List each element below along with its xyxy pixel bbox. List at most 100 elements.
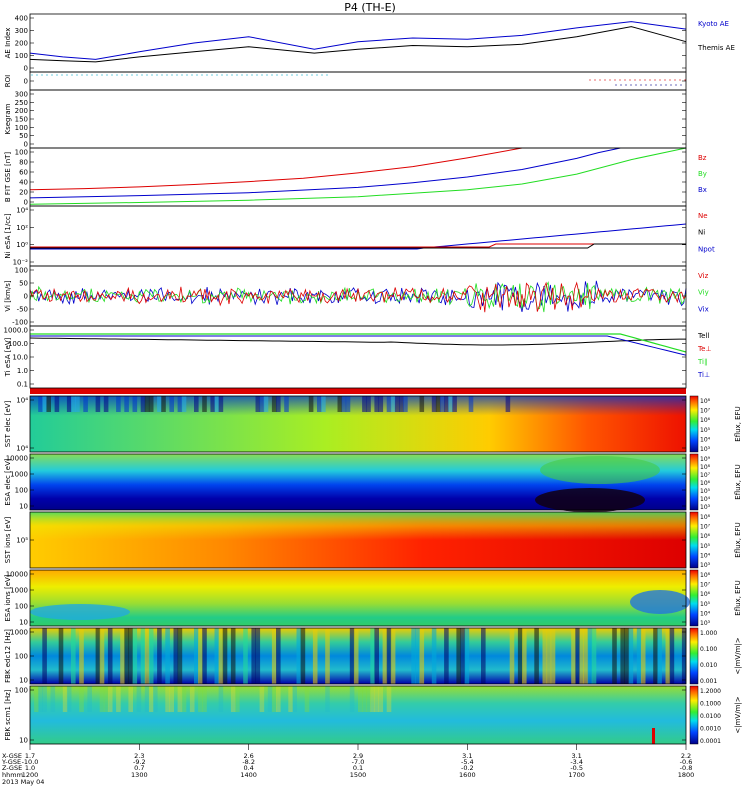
ytick-label: -100 (12, 319, 28, 327)
cbar-tick: 0.100 (700, 646, 717, 653)
spectrogram-stripe (362, 396, 367, 412)
spectrogram-stripe (542, 628, 548, 684)
footer-tick-z: 1.0 (25, 764, 35, 772)
spectrogram-stripe (366, 396, 371, 412)
cbar-tick: 10⁴ (700, 610, 711, 617)
footer-date: 2013 May 04 (2, 778, 44, 786)
ytick-label: 100 (15, 603, 28, 611)
spectrogram-stripe (349, 686, 355, 712)
roi-mark (261, 74, 263, 76)
spectrogram-stripe (321, 396, 326, 412)
spectrogram-stripe (144, 628, 150, 684)
footer-tick-y: -9.2 (133, 758, 146, 766)
footer-tick-z: -0.5 (570, 764, 583, 772)
spectrogram-stripe (173, 628, 179, 684)
spectrogram-stripe (665, 628, 671, 684)
spectrogram-stripe (148, 686, 154, 712)
ylabel-ti: Ti eSA [eV] (4, 337, 12, 377)
spectrogram-stripe (42, 686, 47, 712)
roi-mark (231, 74, 233, 76)
roi-mark (216, 74, 218, 76)
roi-mark (615, 84, 617, 86)
roi-mark (594, 79, 596, 81)
roi-mark (51, 74, 53, 76)
spectrogram-stripe (337, 396, 343, 412)
roi-mark (61, 74, 63, 76)
spectrogram-stripe (235, 686, 240, 712)
roi-mark (71, 74, 73, 76)
roi-mark (649, 79, 651, 81)
footer-row-label: Y-GSE (1, 758, 21, 766)
roi-mark (630, 84, 632, 86)
spectrogram-stripe (38, 396, 43, 412)
cbar-tick: 10⁶ (700, 533, 711, 540)
spectrogram-stripe (263, 396, 269, 412)
spectrogram-stripe (624, 628, 630, 684)
spectrogram-stripe (374, 396, 379, 412)
spectrogram-stripe (296, 628, 302, 684)
footer-tick-y: -3.4 (570, 758, 583, 766)
spectrogram-stripe (107, 686, 113, 712)
colorbar-sst-e (689, 395, 699, 453)
roi-mark (81, 74, 83, 76)
spectrogram-stripe (202, 686, 207, 712)
ytick-label: 50 (19, 132, 28, 140)
spectrogram-stripe (587, 628, 593, 684)
spectrogram-stripe (390, 396, 396, 412)
spectrogram-stripe (435, 396, 441, 412)
cbar-tick: 0.001 (700, 678, 717, 685)
spectrogram-stripe (411, 628, 416, 684)
cbar-tick: 10⁵ (700, 488, 711, 495)
legend-bfit-0: Bz (698, 154, 707, 162)
spectrogram-stripe (276, 686, 281, 712)
cbar-tick: 10⁸ (700, 514, 711, 521)
spectrogram-stripe (431, 396, 437, 412)
spectrogram-stripe (390, 628, 396, 684)
footer-row-label: hhmm (2, 771, 23, 779)
ylabel-fbk-s: FBK scm1 [Hz] (4, 689, 12, 740)
spectrogram-stripe (300, 628, 306, 684)
colorbar-sst-i (689, 511, 699, 569)
spectrogram-stripe (181, 396, 187, 412)
esa-ions-blue-region (30, 604, 130, 620)
roi-mark (680, 84, 682, 86)
ytick-label: 250 (15, 99, 28, 107)
spectrogram-stripe (222, 628, 228, 684)
cbar-label-fbk-e: <|mV/m|> (734, 637, 742, 674)
legend-ae-0: Kyoto AE (698, 20, 729, 28)
roi-mark (276, 74, 278, 76)
legend-ni-1: Ni (698, 229, 705, 237)
spectrogram-stripe (255, 396, 261, 412)
spectrogram-stripe (374, 628, 379, 684)
roi-mark (619, 79, 621, 81)
spectrogram-stripe (288, 686, 293, 712)
spectrogram-stripe (144, 686, 150, 712)
ytick-label: 100 (15, 267, 28, 275)
footer-tick-x: 2.6 (243, 752, 253, 760)
roi-mark (301, 74, 303, 76)
sst-ions-spectrogram-shade (30, 512, 686, 568)
spectrogram-stripe (75, 396, 80, 412)
sst-elec-spectrogram-shade (30, 396, 686, 452)
roi-mark (181, 74, 183, 76)
spectrogram-stripe (271, 686, 277, 712)
spectrogram-stripe (444, 628, 449, 684)
cbar-tick: 10⁷ (700, 524, 711, 531)
legend-bfit-1: By (698, 170, 707, 178)
roi-mark (281, 74, 283, 76)
ytick-label: 10⁴ (16, 445, 28, 453)
footer-tick-y: -0.6 (680, 758, 693, 766)
spectrogram-stripe (62, 686, 68, 712)
spectrogram-stripe (419, 628, 425, 684)
legend-ti-1: Te⊥ (697, 345, 712, 353)
cbar-tick: 10⁶ (700, 480, 711, 487)
spectrogram-stripe (386, 686, 392, 712)
spectrogram-stripe (325, 628, 330, 684)
ytick-label: 40 (19, 179, 28, 187)
roi-mark (76, 74, 78, 76)
spectrogram-stripe (534, 628, 539, 684)
series-ni (30, 243, 686, 249)
spectrogram-stripe (251, 628, 256, 684)
